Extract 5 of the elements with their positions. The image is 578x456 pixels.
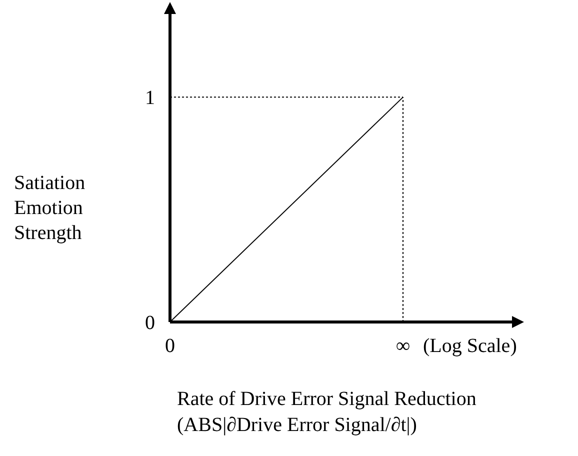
x-axis-title: Rate of Drive Error Signal Reduction (ABS|∂Drive Error Signal/∂t|) — [177, 388, 476, 436]
y-axis-title: Satiation Emotion Strength — [14, 172, 86, 244]
annotation: (Log Scale) — [423, 335, 517, 357]
y-tick-label: 1 — [145, 87, 155, 110]
x-tick-label: ∞ — [396, 335, 410, 357]
